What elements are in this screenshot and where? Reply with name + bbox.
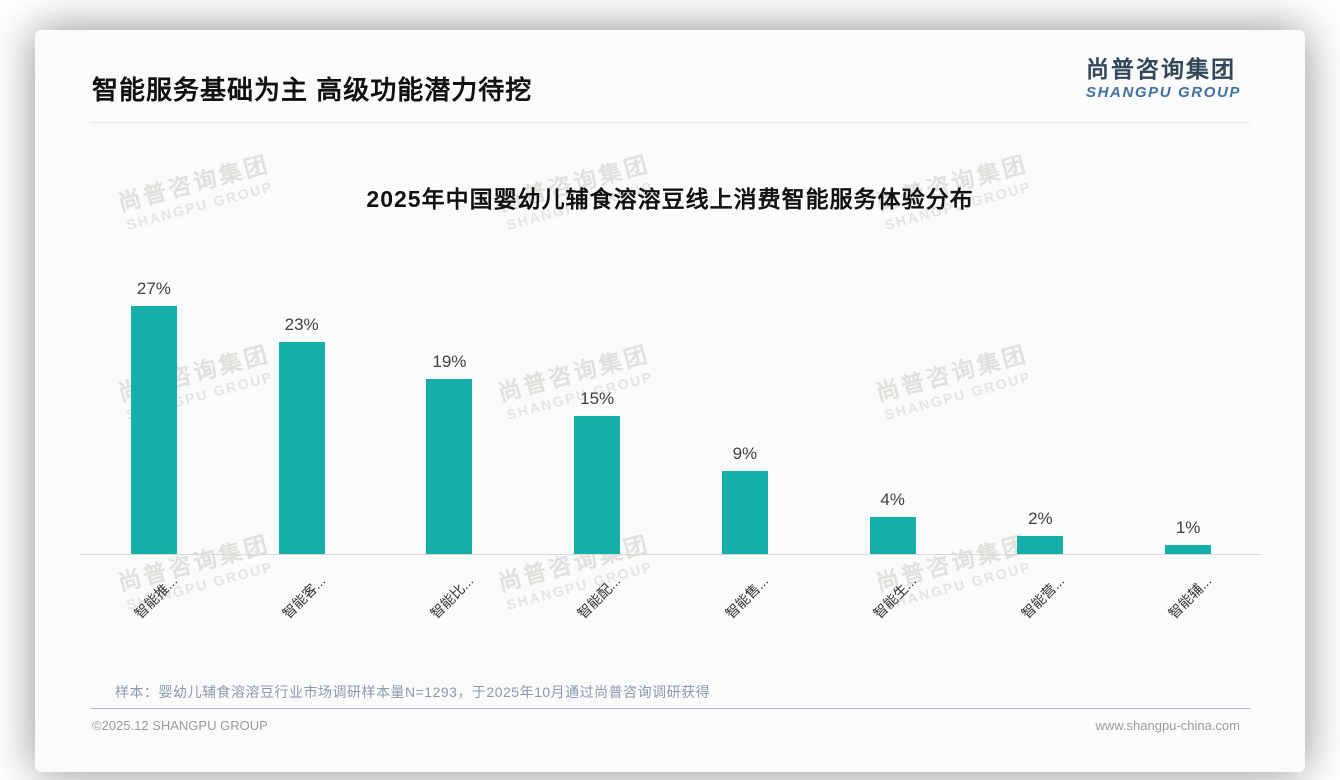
bar — [426, 379, 473, 554]
bar-data-label: 15% — [580, 389, 615, 408]
category-slot: 智能比... — [376, 555, 524, 645]
bar-slot: 19% — [376, 264, 524, 554]
category-slot: 智能营... — [967, 555, 1115, 645]
category-label: 智能营... — [1017, 572, 1068, 622]
x-axis-category-labels: 智能推... 智能客... 智能比... 智能配... 智能售... 智能生... 智能营.… — [80, 555, 1262, 645]
footer-website: www.shangpu-china.com — [1095, 718, 1240, 733]
category-label: 智能辅... — [1165, 572, 1215, 622]
bar-slot: 4% — [819, 264, 967, 554]
bar-data-label: 2% — [1028, 508, 1053, 528]
bar — [278, 342, 325, 554]
bar-slot: 1% — [1114, 264, 1262, 554]
bar-slot: 27% — [80, 264, 228, 554]
logo-english-name: SHANGPU GROUP — [1086, 83, 1241, 101]
footer-divider — [90, 708, 1250, 709]
chart-title: 2025年中国婴幼儿辅食溶溶豆线上消费智能服务体验分布 — [366, 186, 974, 212]
bar-data-label: 9% — [732, 444, 758, 464]
logo-chinese-name: 尚普咨询集团 — [1086, 56, 1237, 82]
bar — [721, 471, 768, 554]
bar-chart-plot-area: 27% 23% 19% 15% 9% 4% 2% 1% — [80, 264, 1262, 554]
bar-slot: 9% — [671, 264, 819, 554]
header-divider — [90, 122, 1250, 123]
category-slot: 智能推... — [80, 555, 228, 645]
x-axis-line — [80, 554, 1262, 555]
bar-slot: 15% — [523, 264, 671, 554]
footer-copyright: ©2025.12 SHANGPU GROUP — [92, 718, 268, 733]
category-slot: 智能配... — [523, 555, 671, 645]
category-slot: 智能售... — [671, 555, 819, 645]
sample-note: 样本：婴幼儿辅食溶溶豆行业市场调研样本量N=1293，于2025年10月通过尚普… — [115, 684, 711, 700]
bar-data-label: 23% — [284, 315, 319, 335]
bar-slot: 2% — [967, 264, 1115, 554]
bar — [574, 416, 621, 554]
category-label: 智能客... — [279, 572, 329, 622]
bar-data-label: 27% — [136, 278, 171, 298]
category-label: 智能推... — [131, 572, 181, 622]
category-slot: 智能生... — [819, 555, 967, 645]
page-title: 智能服务基础为主 高级功能潜力待挖 — [92, 75, 533, 105]
bar — [1017, 535, 1064, 554]
bar — [869, 517, 916, 554]
category-label: 智能售... — [722, 572, 772, 622]
company-logo: 尚普咨询集团 SHANGPU GROUP — [1086, 56, 1241, 102]
category-label: 智能配... — [574, 572, 624, 622]
bar-slot: 23% — [228, 264, 376, 554]
category-label: 智能比... — [426, 572, 477, 622]
category-label: 智能生... — [870, 572, 920, 622]
bar — [1165, 544, 1212, 554]
bar — [130, 305, 177, 554]
category-slot: 智能辅... — [1114, 555, 1262, 645]
bar-data-label: 19% — [432, 352, 467, 372]
category-slot: 智能客... — [228, 555, 376, 645]
bar-data-label: 4% — [880, 490, 905, 510]
bar-data-label: 1% — [1175, 517, 1201, 537]
report-slide: 尚普咨询集团 SHANGPU GROUP 尚普咨询集团 SHANGPU GROUP 尚普… — [35, 30, 1305, 772]
